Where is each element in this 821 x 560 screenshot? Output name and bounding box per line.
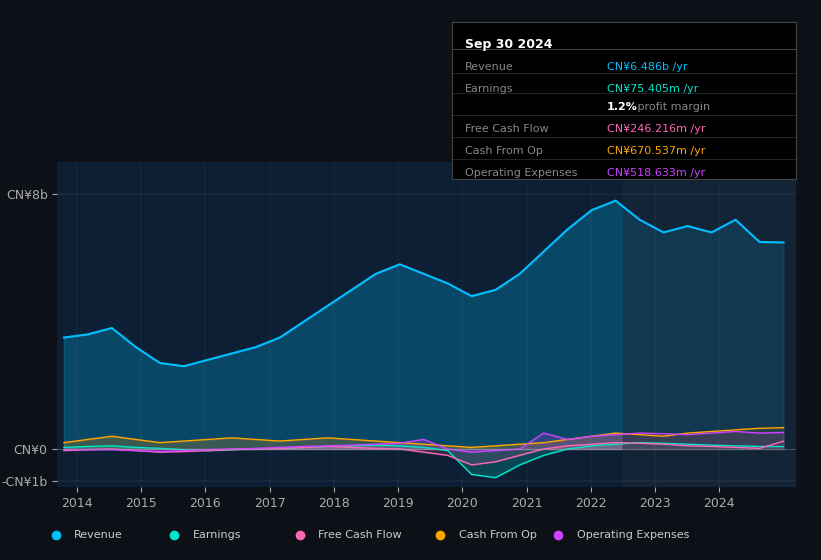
Text: CN¥518.633m /yr: CN¥518.633m /yr: [607, 168, 705, 178]
Text: profit margin: profit margin: [635, 102, 710, 113]
Text: CN¥6.486b /yr: CN¥6.486b /yr: [607, 62, 687, 72]
Text: Sep 30 2024: Sep 30 2024: [466, 38, 553, 51]
Text: Revenue: Revenue: [466, 62, 514, 72]
Text: 1.2%: 1.2%: [607, 102, 638, 113]
Text: Earnings: Earnings: [466, 83, 514, 94]
Text: Cash From Op: Cash From Op: [466, 146, 544, 156]
Text: Free Cash Flow: Free Cash Flow: [319, 530, 401, 540]
Bar: [623, 162, 796, 487]
Text: Operating Expenses: Operating Expenses: [466, 168, 578, 178]
Text: Revenue: Revenue: [75, 530, 123, 540]
Text: Operating Expenses: Operating Expenses: [576, 530, 689, 540]
Text: CN¥246.216m /yr: CN¥246.216m /yr: [607, 124, 705, 134]
Text: Free Cash Flow: Free Cash Flow: [466, 124, 549, 134]
Text: Earnings: Earnings: [192, 530, 241, 540]
Text: CN¥75.405m /yr: CN¥75.405m /yr: [607, 83, 698, 94]
Text: Cash From Op: Cash From Op: [459, 530, 536, 540]
Text: CN¥670.537m /yr: CN¥670.537m /yr: [607, 146, 705, 156]
